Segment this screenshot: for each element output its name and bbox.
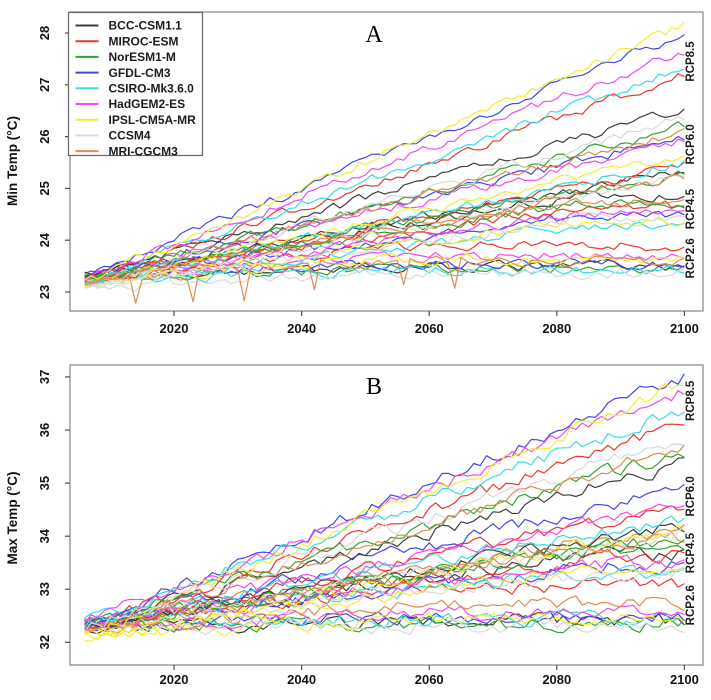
legend-label-bcc-csm1-1: BCC-CSM1.1 [109, 19, 183, 33]
panel-b-chart-layer: 2020 2040 2060 2080 2100 32 33 34 35 36 37 RCP8.5 RC… [37, 364, 704, 687]
x-tick-label: 2100 [670, 321, 699, 336]
scenario-label-rcp8-5: RCP8.5 [685, 380, 697, 421]
scenario-label-rcp2-6: RCP2.6 [685, 238, 697, 278]
x-tick-label: 2080 [542, 321, 571, 336]
y-tick-label: 27 [37, 78, 52, 92]
panel-a-letter: A [365, 22, 383, 48]
x-tick-label: 2060 [415, 672, 444, 687]
y-tick-label: 23 [37, 285, 52, 299]
y-tick-label: 36 [37, 423, 52, 437]
plot-box [69, 11, 704, 312]
series-line-CCSM4-RCP6.0 [84, 174, 685, 289]
scenario-label-rcp6-0: RCP6.0 [685, 476, 697, 516]
x-tick-label: 2040 [287, 672, 316, 687]
series-line-IPSL-CM5A-MR-RCP8.5 [84, 21, 685, 281]
series-line-MRI-CGCM3-RCP8.5 [84, 128, 685, 287]
scenario-label-rcp4-5: RCP4.5 [685, 188, 697, 229]
series-line-IPSL-CM5A-MR-RCP6.0 [84, 154, 685, 282]
series-line-IPSL-CM5A-MR-RCP4.5 [84, 565, 685, 641]
series-line-IPSL-CM5A-MR-RCP4.5 [84, 218, 685, 288]
scenario-label-rcp8-5: RCP8.5 [685, 41, 697, 82]
legend-label-hadgem2-es: HadGEM2-ES [109, 97, 186, 111]
series-line-IPSL-CM5A-MR-RCP8.5 [84, 382, 685, 634]
series-line-IPSL-CM5A-MR-RCP6.0 [84, 524, 685, 637]
y-tick-label: 28 [37, 26, 52, 40]
series-line-CCSM4-RCP6.0 [84, 525, 685, 632]
scenario-label-rcp6-0: RCP6.0 [685, 124, 697, 164]
y-tick-label: 37 [37, 370, 52, 384]
x-tick-label: 2080 [542, 672, 571, 687]
series-line-HadGEM2-ES-RCP4.5 [84, 209, 685, 282]
series-line-BCC-CSM1.1-RCP8.5 [84, 457, 685, 628]
scenario-label-rcp4-5: RCP4.5 [685, 532, 697, 573]
series-line-BCC-CSM1.1-RCP2.6 [84, 610, 685, 634]
series-line-CCSM4-RCP4.5 [84, 568, 685, 634]
panel-a-chart-layer: 2020 2040 2060 2080 2100 23 24 25 26 27 28 RCP8.5 RC… [37, 11, 704, 336]
y-tick-label: 34 [37, 528, 52, 543]
series-line-CSIRO-Mk3.6.0-RCP4.5 [84, 221, 685, 285]
series-line-MIROC-ESM-RCP4.5 [84, 200, 685, 283]
x-tick-label: 2040 [287, 321, 316, 336]
y-tick-label: 35 [37, 476, 52, 490]
x-tick-label: 2100 [670, 672, 699, 687]
series-line-HadGEM2-ES-RCP8.5 [84, 52, 685, 282]
legend-label-gfdl-cm3: GFDL-CM3 [109, 66, 171, 80]
panel-a-min-temp-chart: 2020 2040 2060 2080 2100 23 24 25 26 27 28 RCP8.5 RC… [5, 11, 704, 336]
series-line-GFDL-CM3-RCP8.5 [84, 373, 685, 627]
x-tick-label: 2020 [160, 321, 189, 336]
y-tick-label: 26 [37, 129, 52, 143]
series-lines [84, 21, 685, 304]
plot-box [69, 364, 704, 666]
series-line-CSIRO-Mk3.6.0-RCP8.5 [84, 68, 685, 284]
x-tick-label: 2020 [160, 672, 189, 687]
panel-a-y-axis-title: Min Temp (°C) [5, 116, 20, 206]
y-tick-label: 24 [37, 232, 52, 247]
legend-label-noresm1-m: NorESM1-M [109, 50, 176, 64]
series-line-CCSM4-RCP8.5 [84, 116, 685, 289]
series-line-GFDL-CM3-RCP6.0 [84, 483, 685, 628]
series-line-CCSM4-RCP8.5 [84, 443, 685, 633]
series-line-NorESM1-M-RCP8.5 [84, 453, 685, 626]
x-tick-label: 2060 [415, 321, 444, 336]
series-line-CSIRO-Mk3.6.0-RCP2.6 [84, 264, 685, 283]
series-line-NorESM1-M-RCP8.5 [84, 121, 685, 280]
y-tick-label: 32 [37, 635, 52, 649]
scenario-label-rcp2-6: RCP2.6 [685, 585, 697, 625]
panel-b-letter: B [366, 374, 382, 400]
series-line-HadGEM2-ES-RCP6.0 [84, 503, 685, 626]
series-line-BCC-CSM1.1-RCP4.5 [84, 545, 685, 626]
series-line-MRI-CGCM3-RCP6.0 [84, 174, 685, 281]
series-line-MRI-CGCM3-RCP6.0 [84, 523, 685, 632]
series-line-HadGEM2-ES-RCP6.0 [84, 138, 685, 279]
y-tick-label: 33 [37, 582, 52, 596]
legend-label-mri-cgcm3: MRI-CGCM3 [109, 144, 179, 158]
series-line-CCSM4-RCP2.6 [84, 268, 685, 292]
legend-label-ccsm4: CCSM4 [109, 129, 151, 143]
y-tick-label: 25 [37, 181, 52, 195]
legend-label-ipsl-cm5a-mr: IPSL-CM5A-MR [109, 113, 197, 127]
series-line-CCSM4-RCP2.6 [84, 618, 685, 636]
series-line-CSIRO-Mk3.6.0-RCP6.0 [84, 515, 685, 619]
panel-b-max-temp-chart: 2020 2040 2060 2080 2100 32 33 34 35 36 37 RCP8.5 RC… [5, 364, 704, 687]
series-lines [84, 373, 685, 642]
legend-label-miroc-esm: MIROC-ESM [109, 34, 179, 48]
series-line-MRI-CGCM3-RCP2.6 [84, 595, 685, 634]
series-line-CCSM4-RCP4.5 [84, 212, 685, 287]
series-line-MIROC-ESM-RCP6.0 [84, 161, 685, 282]
series-line-MRI-CGCM3-RCP2.6 [84, 255, 685, 304]
series-line-MIROC-ESM-RCP8.5 [84, 73, 685, 280]
series-line-MRI-CGCM3-RCP8.5 [84, 444, 685, 633]
panel-b-y-axis-title: Max Temp (°C) [5, 472, 20, 565]
legend-box [67, 11, 204, 157]
series-line-HadGEM2-ES-RCP2.6 [84, 251, 685, 283]
legend-label-csiro-mk3-6-0: CSIRO-Mk3.6.0 [109, 82, 195, 96]
series-line-GFDL-CM3-RCP8.5 [84, 34, 685, 280]
